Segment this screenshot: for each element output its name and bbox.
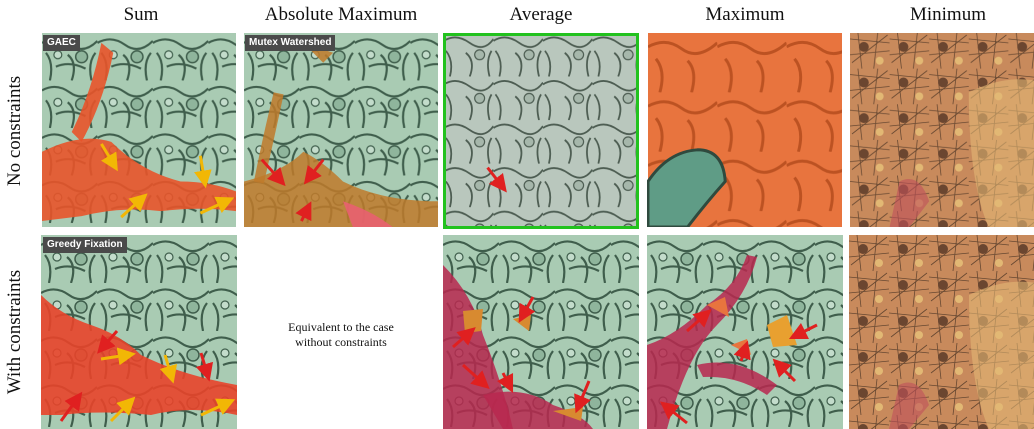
column-title-sum: Sum xyxy=(123,4,159,25)
panel-minimum-with-constraints xyxy=(849,235,1034,429)
em-image-sum-gaec xyxy=(42,33,236,227)
column-title-average: Average xyxy=(509,4,573,25)
badge-gaec: GAEC xyxy=(43,35,80,51)
row-title-no-constraints: No constraints xyxy=(0,33,30,229)
em-image-maximum xyxy=(647,33,842,227)
em-image-absmax-mutex xyxy=(244,33,438,227)
panel-sum-no-constraints: GAEC xyxy=(41,33,237,227)
em-image-minimum-constrained xyxy=(849,235,1034,429)
em-image-sum-greedy xyxy=(41,235,237,429)
panel-average-no-constraints xyxy=(443,33,639,227)
em-image-minimum xyxy=(850,33,1034,227)
row-title-no-constraints-text: No constraints xyxy=(4,75,26,187)
equivalent-note-line1: Equivalent to the case xyxy=(288,320,394,334)
column-title-minimum: Minimum xyxy=(909,4,986,25)
row-title-with-constraints-text: With constraints xyxy=(4,269,25,395)
row-title-with-constraints: With constraints xyxy=(0,235,30,429)
panel-sum-with-constraints: Greedy Fixation xyxy=(41,235,237,429)
panel-maximum-with-constraints xyxy=(647,235,843,429)
em-image-average xyxy=(444,33,638,227)
em-image-average-constrained xyxy=(443,235,639,429)
em-image-maximum-constrained xyxy=(647,235,843,429)
panel-minimum-no-constraints xyxy=(849,33,1034,227)
panel-absmax-no-constraints: Mutex Watershed xyxy=(243,33,439,227)
column-title-maximum: Maximum xyxy=(705,4,785,25)
badge-mutex-watershed: Mutex Watershed xyxy=(245,35,336,51)
column-title-absolute-maximum: Absolute Maximum xyxy=(264,4,418,25)
badge-greedy-fixation: Greedy Fixation xyxy=(43,237,127,253)
equivalent-note-line2: without constraints xyxy=(295,335,387,349)
panel-average-with-constraints xyxy=(443,235,639,429)
equivalent-note: Equivalent to the case without constrain… xyxy=(243,320,439,350)
panel-maximum-no-constraints xyxy=(647,33,843,227)
